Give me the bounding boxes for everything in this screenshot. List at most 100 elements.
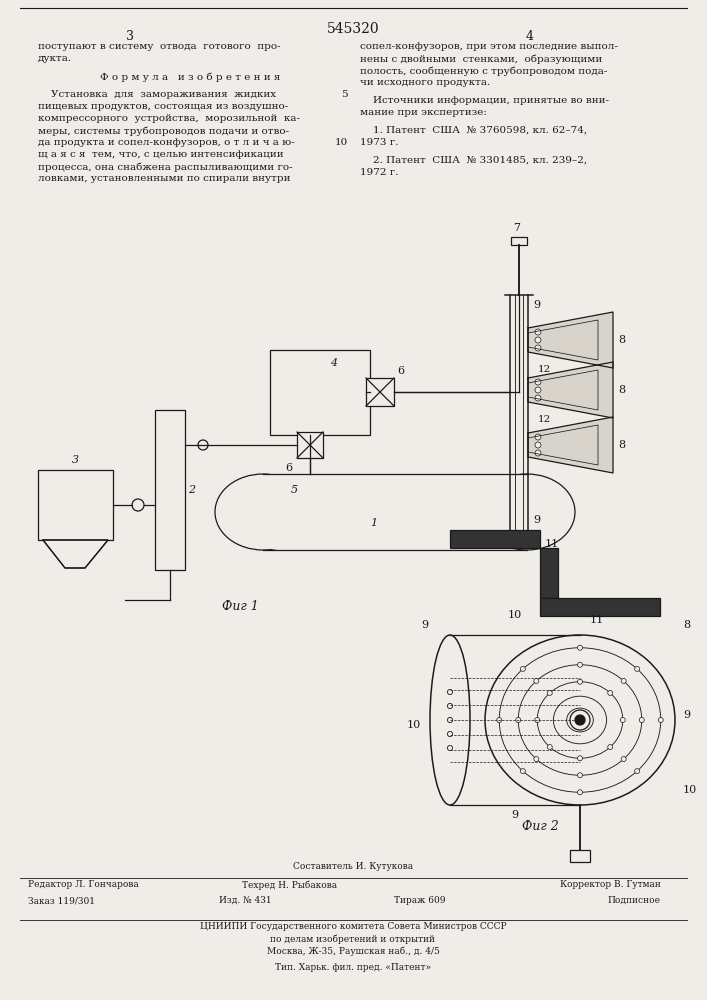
Circle shape [535, 379, 541, 385]
Circle shape [448, 746, 452, 750]
Circle shape [578, 790, 583, 795]
Bar [155, 410, 185, 570]
Circle shape [520, 666, 525, 671]
Text: пищевых продуктов, состоящая из воздушно-: пищевых продуктов, состоящая из воздушно… [38, 102, 288, 111]
Circle shape [658, 718, 663, 722]
Ellipse shape [215, 474, 311, 550]
Polygon shape [528, 312, 613, 368]
Circle shape [621, 678, 626, 683]
Polygon shape [528, 417, 613, 473]
Text: 11: 11 [590, 615, 604, 625]
Ellipse shape [479, 474, 575, 550]
Circle shape [448, 718, 452, 722]
Text: 9: 9 [533, 300, 540, 310]
Circle shape [448, 704, 452, 708]
Text: 10: 10 [508, 610, 522, 620]
Text: 5: 5 [341, 90, 348, 99]
Text: Установка  для  замораживания  жидких: Установка для замораживания жидких [38, 90, 276, 99]
Circle shape [547, 745, 552, 750]
Circle shape [534, 718, 539, 722]
Text: 8: 8 [618, 385, 625, 395]
Text: 11: 11 [545, 539, 559, 549]
Circle shape [515, 718, 521, 722]
Circle shape [497, 718, 502, 722]
Text: 2: 2 [188, 485, 195, 495]
Text: дукта.: дукта. [38, 54, 72, 63]
Circle shape [448, 746, 452, 750]
Circle shape [608, 745, 613, 750]
Circle shape [198, 440, 208, 450]
Circle shape [578, 773, 583, 778]
Text: Составитель И. Кутукова: Составитель И. Кутукова [293, 862, 413, 871]
Text: да продукта и сопел-конфузоров, о т л и ч а ю-: да продукта и сопел-конфузоров, о т л и … [38, 138, 295, 147]
Bar [511, 237, 527, 245]
Bar [297, 432, 323, 458]
Circle shape [132, 499, 144, 511]
Circle shape [635, 666, 640, 671]
Circle shape [578, 679, 583, 684]
Text: Фиг 1: Фиг 1 [221, 600, 258, 613]
Text: 8: 8 [618, 440, 625, 450]
Circle shape [534, 757, 539, 762]
Text: Тираж 609: Тираж 609 [395, 896, 445, 905]
Circle shape [608, 690, 613, 695]
Text: 1972 г.: 1972 г. [360, 168, 399, 177]
Text: сопел-конфузоров, при этом последние выпол-: сопел-конфузоров, при этом последние вып… [360, 42, 618, 51]
Text: 4: 4 [330, 358, 337, 368]
Circle shape [535, 450, 541, 456]
Text: Заказ 119/301: Заказ 119/301 [28, 896, 95, 905]
Text: 6: 6 [397, 366, 404, 376]
Circle shape [534, 678, 539, 683]
Text: Техред Н. Рыбакова: Техред Н. Рыбакова [243, 880, 337, 890]
Text: 3: 3 [71, 455, 78, 465]
Bar [540, 598, 660, 616]
Bar [570, 850, 590, 862]
Text: компрессорного  устройства,  морозильной  ка-: компрессорного устройства, морозильной к… [38, 114, 300, 123]
Text: 2. Патент  США  № 3301485, кл. 239–2,: 2. Патент США № 3301485, кл. 239–2, [360, 156, 587, 165]
Text: мание при экспертизе:: мание при экспертизе: [360, 108, 487, 117]
Text: 9: 9 [421, 620, 428, 630]
Circle shape [547, 690, 552, 695]
Text: 6: 6 [285, 463, 292, 473]
Text: 9: 9 [511, 810, 518, 820]
Text: 8: 8 [618, 335, 625, 345]
Text: Изд. № 431: Изд. № 431 [218, 896, 271, 905]
Circle shape [570, 710, 590, 730]
Circle shape [535, 434, 541, 440]
Text: Тип. Харьк. фил. пред. «Патент»: Тип. Харьк. фил. пред. «Патент» [275, 963, 431, 972]
Text: нены с двойными  стенками,  образующими: нены с двойными стенками, образующими [360, 54, 602, 64]
Text: процесса, она снабжена распыливающими го-: процесса, она снабжена распыливающими го… [38, 162, 293, 172]
Text: ЦНИИПИ Государственного комитета Совета Министров СССР: ЦНИИПИ Государственного комитета Совета … [199, 922, 506, 931]
Text: полость, сообщенную с трубопроводом пода-: полость, сообщенную с трубопроводом пода… [360, 66, 607, 76]
Circle shape [448, 732, 452, 736]
Bar [263, 474, 527, 550]
Circle shape [535, 329, 541, 335]
Text: Фиг 2: Фиг 2 [522, 820, 559, 833]
Text: 1: 1 [370, 518, 377, 528]
Text: 9: 9 [533, 515, 540, 525]
Polygon shape [43, 540, 108, 568]
Text: 545320: 545320 [327, 22, 380, 36]
Circle shape [578, 756, 583, 761]
Text: 10: 10 [334, 138, 348, 147]
Circle shape [575, 715, 585, 725]
Text: Корректор В. Гутман: Корректор В. Гутман [560, 880, 661, 889]
Circle shape [535, 387, 541, 393]
Text: по делам изобретений и открытий: по делам изобретений и открытий [271, 934, 436, 944]
Text: поступают в систему  отвода  готового  про-: поступают в систему отвода готового про- [38, 42, 281, 51]
Bar [38, 470, 113, 540]
Circle shape [620, 718, 625, 722]
Circle shape [448, 690, 452, 694]
Circle shape [448, 718, 452, 722]
Bar [366, 378, 394, 406]
Text: Источники информации, принятые во вни-: Источники информации, принятые во вни- [360, 96, 609, 105]
Circle shape [578, 645, 583, 650]
Text: 3: 3 [126, 30, 134, 43]
Bar [263, 475, 527, 549]
Circle shape [448, 732, 452, 736]
Circle shape [448, 690, 452, 694]
Text: 5: 5 [291, 485, 298, 495]
Text: 1973 г.: 1973 г. [360, 138, 399, 147]
Ellipse shape [485, 635, 675, 805]
Circle shape [535, 337, 541, 343]
